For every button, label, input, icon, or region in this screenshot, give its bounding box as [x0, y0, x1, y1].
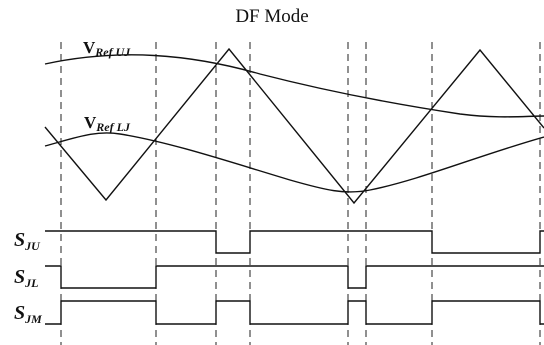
- label-vref-lj: VRef LJ: [84, 113, 131, 134]
- s-jl-waveform: [45, 265, 544, 289]
- diagram-title: DF Mode: [235, 6, 309, 27]
- vref-lj-curve: [44, 132, 544, 193]
- dashed-guides: [60, 42, 541, 345]
- s-ju-waveform: [45, 230, 544, 254]
- label-vref-uj: VRef UJ: [83, 38, 131, 59]
- label-s-ju: SJU: [14, 229, 41, 253]
- carrier-triangle: [44, 47, 544, 205]
- vref-uj-curve: [44, 54, 544, 118]
- label-s-jl: SJL: [14, 266, 38, 290]
- s-jm-waveform: [45, 300, 544, 325]
- label-s-jm: SJM: [14, 302, 42, 326]
